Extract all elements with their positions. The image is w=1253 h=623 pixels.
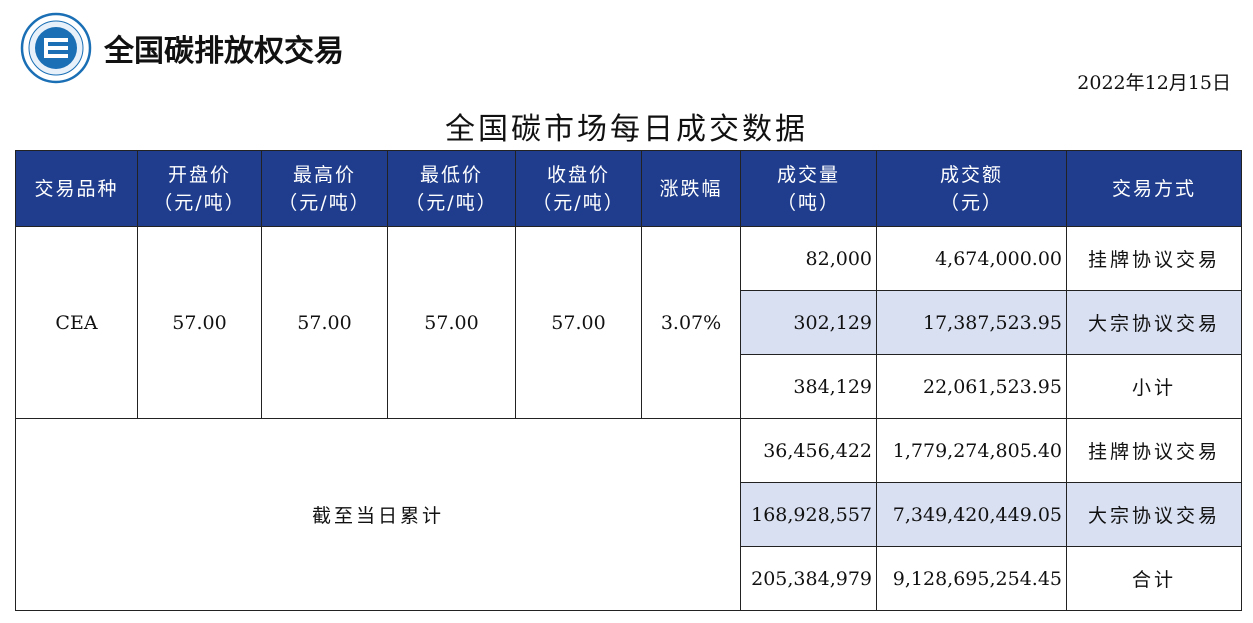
amount-cell: 4,674,000.00 — [876, 226, 1067, 291]
brand-name: 全国碳排放权交易 — [104, 34, 344, 69]
table-row: 168,928,557 7,349,420,449.05 大宗协议交易 — [16, 482, 1242, 547]
method-cell: 合计 — [1066, 546, 1242, 611]
column-header-volume: 成交量 （吨） — [740, 150, 877, 227]
amount-cell: 1,779,274,805.40 — [876, 418, 1067, 483]
close-price-cell: 57.00 — [515, 226, 642, 419]
carbon-exchange-logo-icon — [20, 12, 92, 84]
page-header: 全国碳排放权交易 2022年12月15日 全国碳市场每日成交数据 — [0, 0, 1253, 147]
column-header-open: 开盘价 （元/吨） — [137, 150, 262, 227]
high-price-cell: 57.00 — [261, 226, 388, 419]
amount-cell: 9,128,695,254.45 — [876, 546, 1067, 611]
table-row: 205,384,979 9,128,695,254.45 合计 — [16, 546, 1242, 611]
low-price-cell: 57.00 — [387, 226, 516, 419]
method-cell: 挂牌协议交易 — [1066, 226, 1242, 291]
method-cell: 大宗协议交易 — [1066, 482, 1242, 547]
amount-cell: 22,061,523.95 — [876, 354, 1067, 419]
method-cell: 大宗协议交易 — [1066, 290, 1242, 355]
table-row: CEA 57.00 57.00 57.00 57.00 3.07% 82,000… — [15, 226, 1242, 419]
volume-cell: 384,129 — [740, 354, 877, 419]
table-header-row: 交易品种 开盘价 （元/吨） 最高价 （元/吨） 最低价 （元/吨） 收盘价 （元/吨）… — [15, 150, 1242, 227]
change-cell: 3.07% — [641, 226, 741, 419]
column-header-product: 交易品种 — [15, 150, 138, 227]
volume-cell: 168,928,557 — [740, 482, 877, 547]
page-title: 全国碳市场每日成交数据 — [445, 112, 808, 147]
amount-cell: 7,349,420,449.05 — [876, 482, 1067, 547]
trading-data-table: 交易品种 开盘价 （元/吨） 最高价 （元/吨） 最低价 （元/吨） 收盘价 （元/吨）… — [15, 150, 1242, 611]
volume-cell: 205,384,979 — [740, 546, 877, 611]
column-header-amount: 成交额 （元） — [876, 150, 1067, 227]
volume-cell: 302,129 — [740, 290, 877, 355]
method-cell: 挂牌协议交易 — [1066, 418, 1242, 483]
volume-cell: 36,456,422 — [740, 418, 877, 483]
open-price-cell: 57.00 — [137, 226, 262, 419]
amount-cell: 17,387,523.95 — [876, 290, 1067, 355]
table-row: 384,129 22,061,523.95 小计 — [16, 354, 1242, 419]
cumulative-label-cell: 截至当日累计 — [15, 418, 741, 611]
column-header-close: 收盘价 （元/吨） — [515, 150, 642, 227]
product-cell: CEA — [15, 226, 138, 419]
report-date: 2022年12月15日 — [1077, 72, 1231, 94]
table-row: 截至当日累计 36,456,422 1,779,274,805.40 挂牌协议交… — [15, 418, 1242, 611]
column-header-method: 交易方式 — [1066, 150, 1242, 227]
column-header-high: 最高价 （元/吨） — [261, 150, 388, 227]
column-header-change: 涨跌幅 — [641, 150, 741, 227]
column-header-low: 最低价 （元/吨） — [387, 150, 516, 227]
method-cell: 小计 — [1066, 354, 1242, 419]
volume-cell: 82,000 — [740, 226, 877, 291]
